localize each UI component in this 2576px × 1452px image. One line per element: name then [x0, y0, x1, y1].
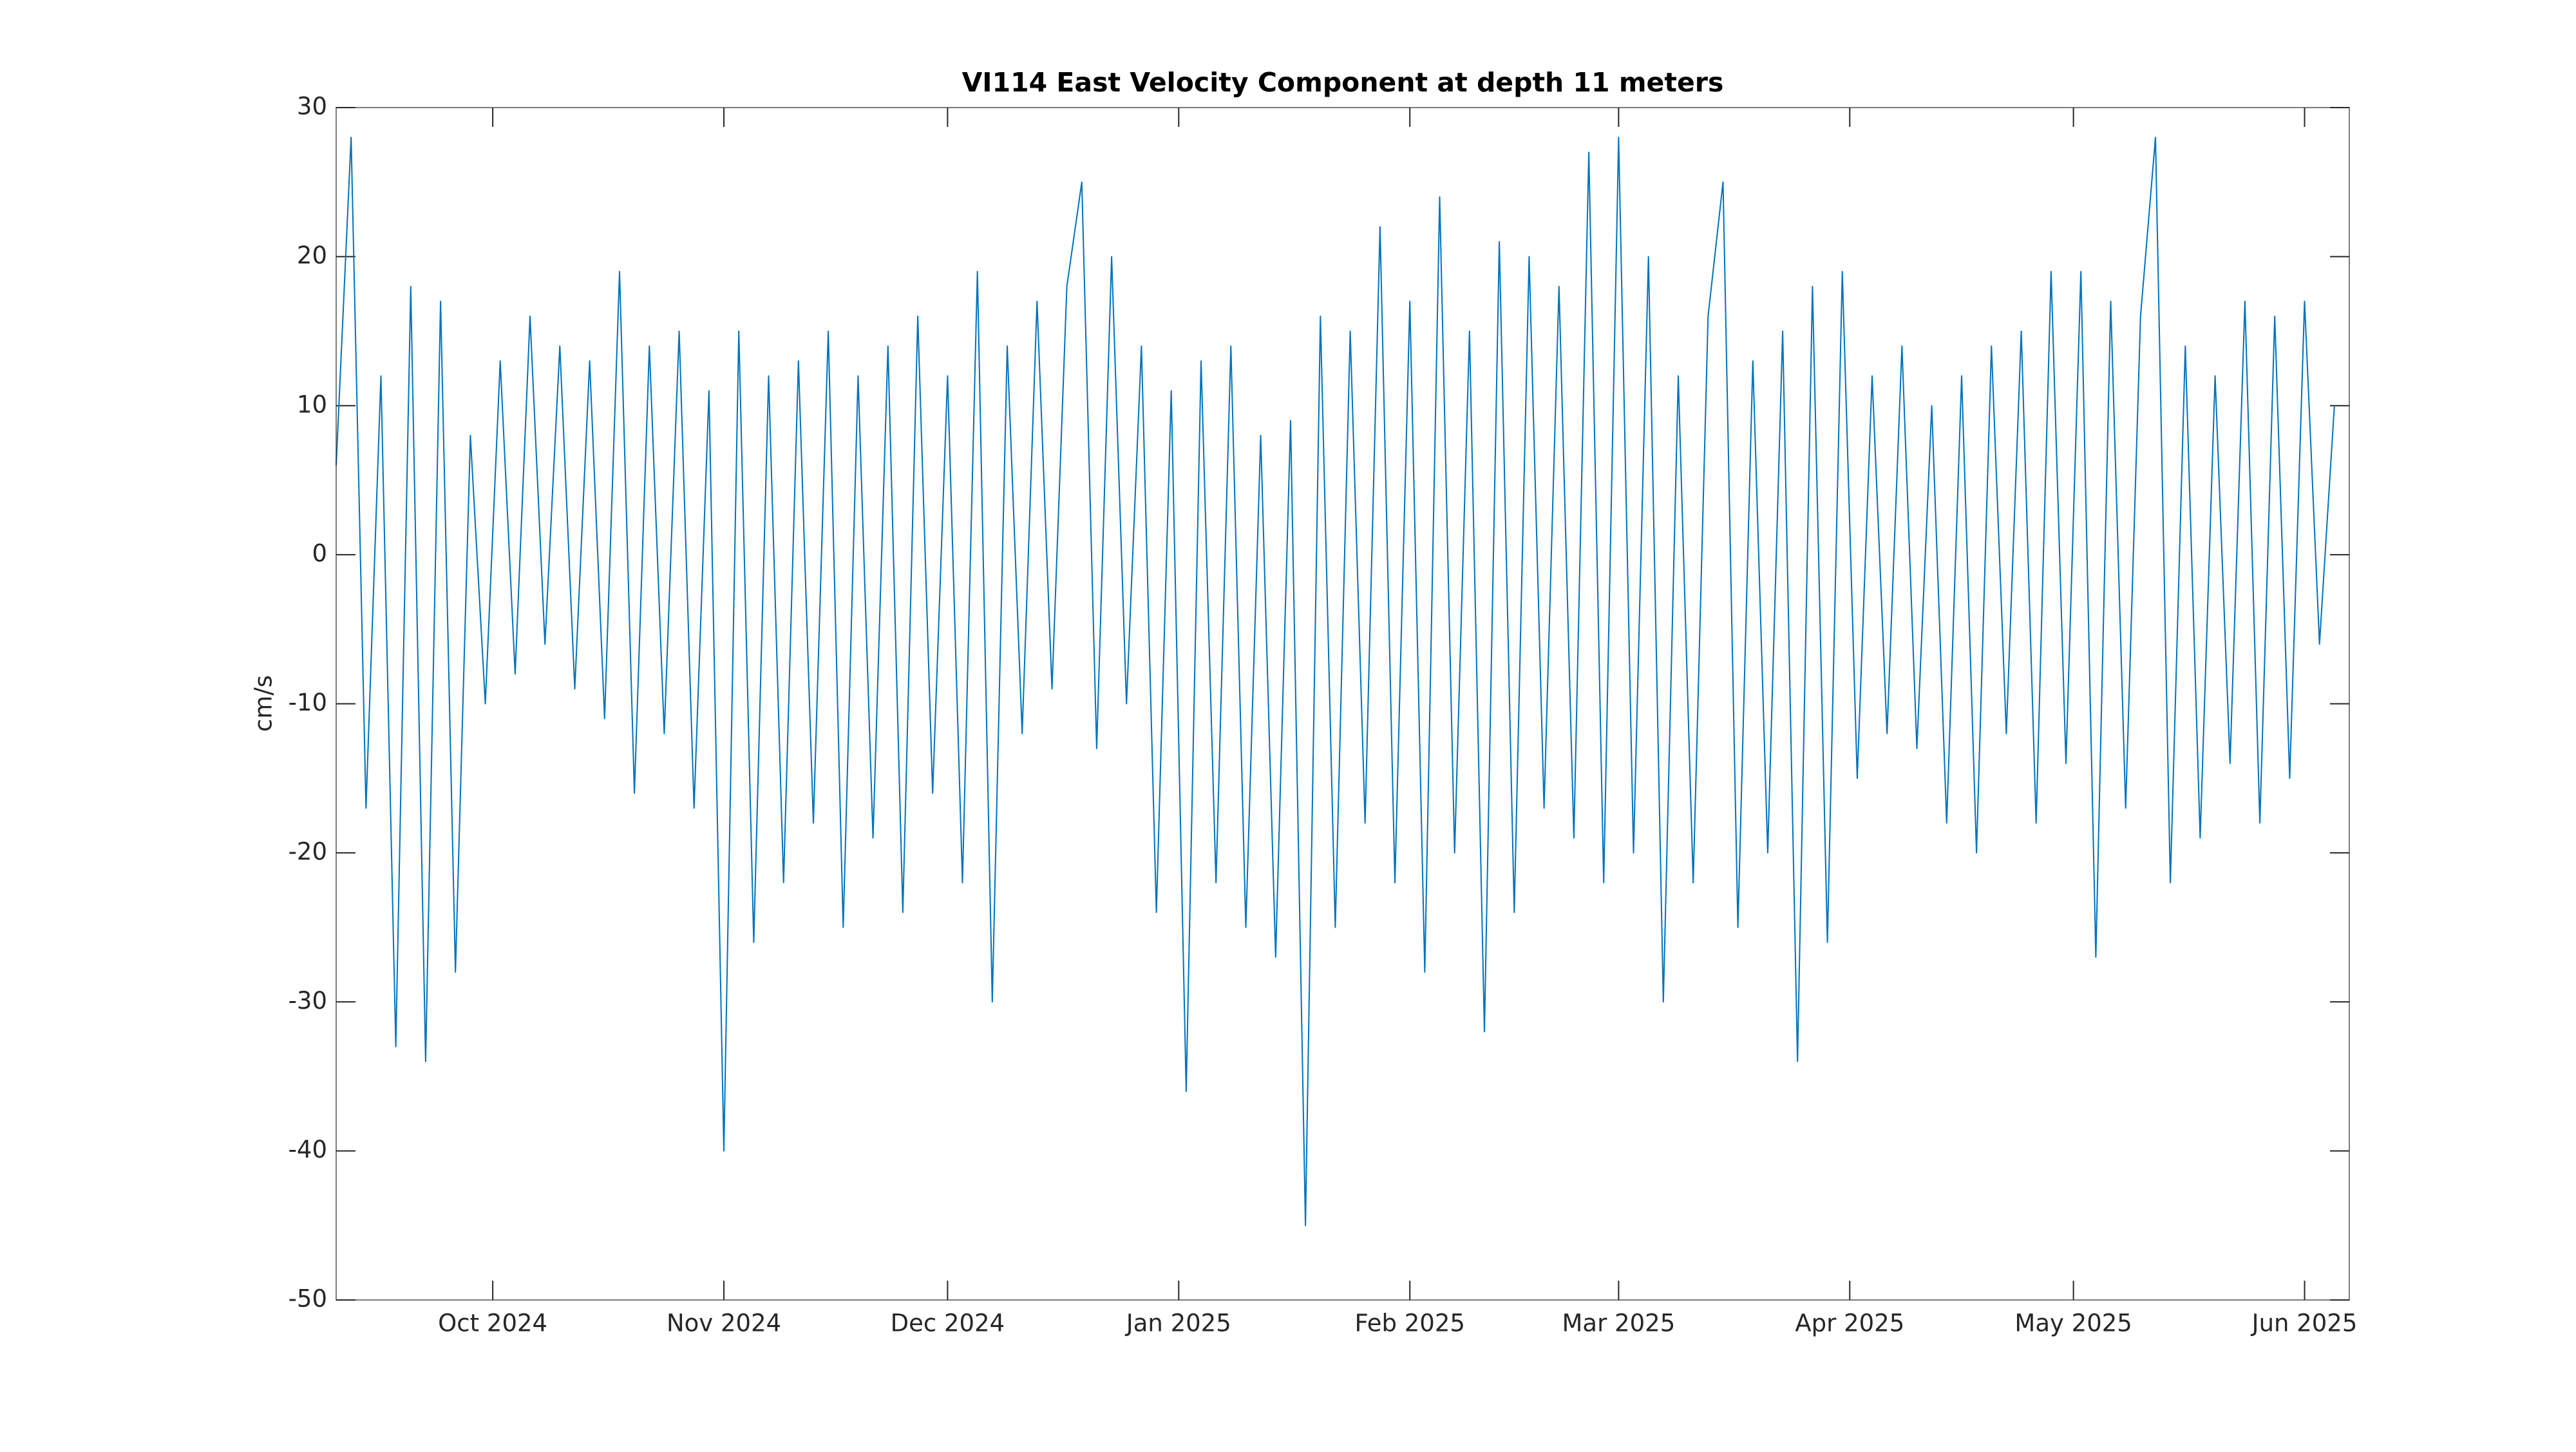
plot-frame [336, 107, 2350, 1301]
y-tick-label: -10 [289, 689, 327, 716]
x-tick-label: Apr 2025 [1795, 1310, 1904, 1337]
y-tick-label: -30 [289, 987, 327, 1015]
x-tick-label: Jan 2025 [1125, 1310, 1231, 1337]
y-tick-label: 30 [297, 93, 327, 120]
x-tick-label: Feb 2025 [1354, 1310, 1464, 1337]
data-line [336, 137, 2335, 1227]
y-tick-label: 10 [297, 390, 327, 418]
y-axis-label: cm/s [250, 675, 278, 732]
x-tick-label: Mar 2025 [1562, 1310, 1676, 1337]
y-tick-label: -50 [289, 1285, 327, 1313]
y-tick-label: -40 [289, 1136, 327, 1163]
x-tick-label: Dec 2024 [891, 1310, 1005, 1337]
x-tick-label: Jun 2025 [2251, 1310, 2358, 1337]
y-tick-label: 0 [312, 540, 327, 568]
chart-title: VI114 East Velocity Component at depth 1… [962, 67, 1724, 98]
x-tick-label: May 2025 [2014, 1310, 2132, 1337]
y-tick-label: 20 [297, 242, 327, 269]
x-tick-label: Nov 2024 [667, 1310, 781, 1337]
x-tick-label: Oct 2024 [438, 1310, 547, 1337]
y-tick-label: -20 [289, 837, 327, 865]
